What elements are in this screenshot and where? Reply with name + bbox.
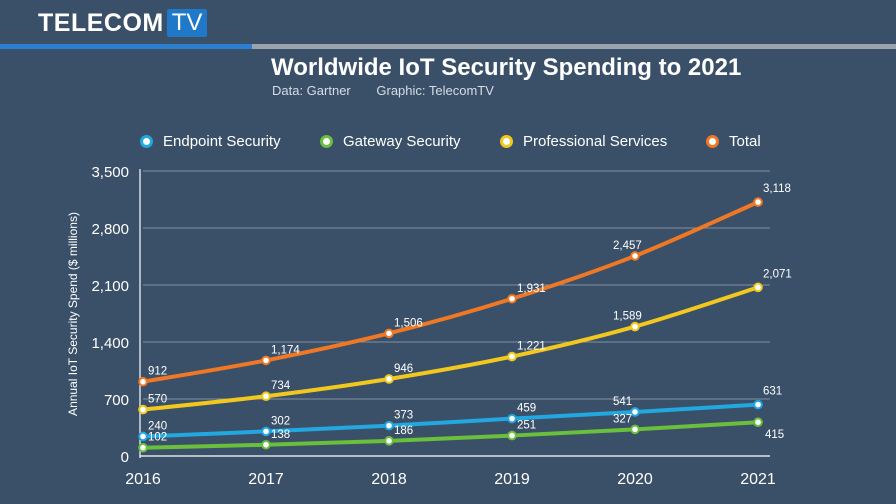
data-label-gateway: 138 xyxy=(271,429,290,441)
data-label-gateway: 415 xyxy=(765,429,784,441)
data-point-gateway xyxy=(261,439,271,450)
legend-label-total: Total xyxy=(729,133,761,150)
y-tick-label: 1,400 xyxy=(91,335,129,352)
data-label-endpoint: 459 xyxy=(517,403,536,415)
x-tick-label: 2021 xyxy=(740,471,776,488)
data-label-gateway: 251 xyxy=(517,420,536,432)
y-axis-label: Annual IoT Security Spend ($ millions) xyxy=(66,212,80,416)
data-point-endpoint xyxy=(630,407,640,417)
data-label-total: 912 xyxy=(148,366,167,378)
data-point-endpoint xyxy=(507,413,517,424)
data-label-endpoint: 373 xyxy=(394,410,413,422)
data-point-gateway xyxy=(753,417,763,428)
x-tick-label: 2018 xyxy=(371,471,407,488)
data-point-endpoint xyxy=(261,426,271,437)
legend-marker-total xyxy=(706,135,719,148)
data-point-professional xyxy=(507,351,517,362)
series-endpoint: 240 302 373 459 541 631 xyxy=(138,386,782,442)
chart-subtitle: Data: Gartner Graphic: TelecomTV xyxy=(272,83,516,98)
data-point-total xyxy=(753,197,763,207)
data-point-professional xyxy=(384,374,394,384)
data-label-endpoint: 631 xyxy=(763,386,782,398)
chart-title: Worldwide IoT Security Spending to 2021 xyxy=(271,54,742,81)
data-point-endpoint xyxy=(753,399,763,410)
data-point-endpoint xyxy=(384,420,394,431)
y-tick-label: 700 xyxy=(104,392,129,409)
series-total: 912 1,174 1,506 1,931 2,457 3,118 xyxy=(138,183,791,387)
chart-legend: Endpoint Security Gateway Security Profe… xyxy=(0,133,896,153)
legend-item-professional: Professional Services xyxy=(500,133,667,150)
legend-item-total: Total xyxy=(706,133,761,150)
series-line-total xyxy=(141,200,760,384)
graphic-credit: Graphic: TelecomTV xyxy=(376,83,494,98)
legend-label-gateway: Gateway Security xyxy=(343,133,461,150)
data-point-gateway xyxy=(630,424,640,435)
y-tick-label: 2,100 xyxy=(91,278,129,295)
x-tick-label: 2017 xyxy=(248,471,284,488)
data-label-total: 1,931 xyxy=(517,283,546,295)
data-point-professional xyxy=(138,404,148,415)
data-label-gateway: 186 xyxy=(394,425,413,437)
legend-marker-endpoint xyxy=(140,135,153,148)
header-rule xyxy=(252,44,896,49)
legend-item-gateway: Gateway Security xyxy=(320,133,461,150)
data-label-total: 1,506 xyxy=(394,317,423,329)
data-label-gateway: 327 xyxy=(613,413,632,425)
data-label-gateway: 102 xyxy=(148,432,167,444)
data-label-professional: 570 xyxy=(148,394,167,406)
logo-tv-box: TV xyxy=(166,9,208,37)
data-point-professional xyxy=(261,391,271,402)
data-point-professional xyxy=(630,321,640,332)
x-tick-label: 2020 xyxy=(617,471,653,488)
data-point-gateway xyxy=(138,442,148,453)
logo-text: TELECOM xyxy=(38,8,164,37)
data-label-total: 1,174 xyxy=(271,344,300,356)
data-label-endpoint: 240 xyxy=(148,420,167,432)
telecomtv-logo: TELECOM TV xyxy=(38,8,208,38)
y-tick-label: 0 xyxy=(121,449,129,466)
header-bar: TELECOM TV xyxy=(0,0,896,50)
data-point-total xyxy=(384,328,394,339)
legend-label-professional: Professional Services xyxy=(523,133,668,150)
header-rule-accent xyxy=(0,44,252,49)
data-label-endpoint: 541 xyxy=(613,396,632,408)
series-line-professional xyxy=(141,285,760,412)
data-label-professional: 2,071 xyxy=(763,268,792,280)
x-tick-label: 2019 xyxy=(494,471,530,488)
data-point-endpoint xyxy=(138,431,148,442)
y-tick-label: 2,800 xyxy=(91,221,129,238)
data-point-gateway xyxy=(384,436,394,446)
legend-item-endpoint: Endpoint Security xyxy=(140,133,281,150)
series-line-gateway xyxy=(141,420,760,450)
data-label-total: 3,118 xyxy=(763,183,791,195)
data-label-professional: 1,221 xyxy=(517,341,546,353)
legend-label-endpoint: Endpoint Security xyxy=(163,133,281,150)
series-gateway: 102 138 186 251 327 415 xyxy=(138,413,784,453)
data-label-endpoint: 302 xyxy=(271,415,290,427)
data-label-professional: 734 xyxy=(271,380,291,392)
data-source: Data: Gartner xyxy=(272,83,351,98)
data-label-professional: 946 xyxy=(394,363,413,375)
data-point-total xyxy=(261,355,271,366)
data-point-professional xyxy=(753,282,763,293)
data-point-total xyxy=(138,376,148,387)
data-label-professional: 1,589 xyxy=(613,311,642,323)
legend-marker-professional xyxy=(500,135,513,148)
x-tick-label: 2016 xyxy=(125,471,161,488)
data-point-gateway xyxy=(507,430,517,441)
data-point-total xyxy=(630,251,640,261)
data-label-total: 2,457 xyxy=(613,240,642,252)
series-professional: 570 734 946 1,221 1,589 2,071 xyxy=(138,268,792,415)
series-line-endpoint xyxy=(141,402,760,439)
data-point-total xyxy=(507,293,517,304)
y-tick-label: 3,500 xyxy=(91,164,129,181)
legend-marker-gateway xyxy=(320,135,333,148)
